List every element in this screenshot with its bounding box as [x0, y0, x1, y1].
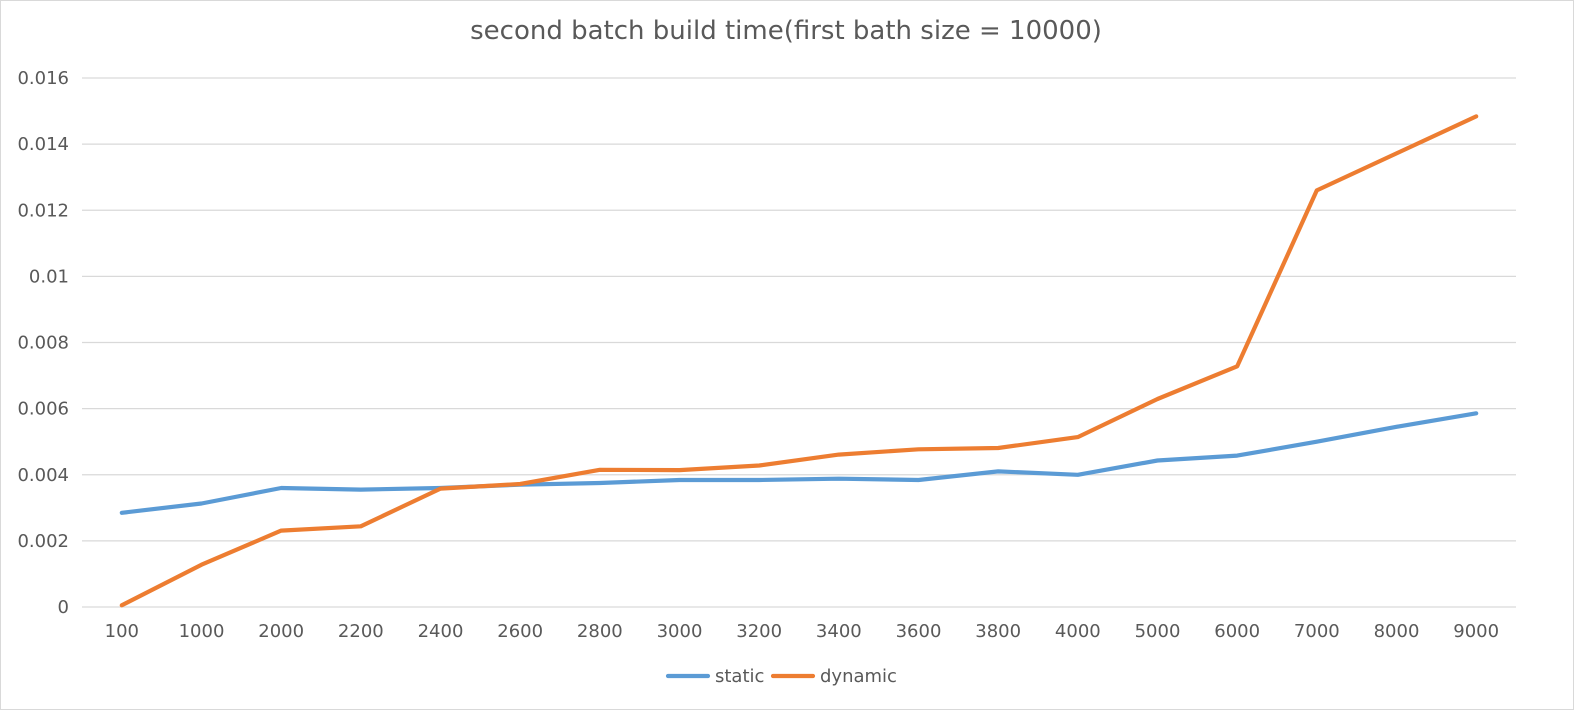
series-lines [119, 114, 1479, 608]
y-tick-label: 0.006 [17, 399, 69, 420]
x-tick-label: 4000 [1055, 621, 1101, 642]
x-tick-label: 2000 [258, 621, 304, 642]
x-tick-label: 3400 [816, 621, 862, 642]
chart-title: second batch build time(first bath size … [470, 16, 1102, 46]
x-tick-label: 5000 [1135, 621, 1181, 642]
y-tick-label: 0.004 [17, 465, 69, 486]
y-tick-label: 0.002 [17, 531, 69, 552]
x-tick-label: 8000 [1374, 621, 1420, 642]
y-tick-label: 0.012 [17, 200, 69, 221]
x-tick-label: 9000 [1453, 621, 1499, 642]
y-axis-ticks: 0 0.002 0.004 0.006 0.008 0.01 0.012 0.014 0.016 [17, 68, 69, 618]
x-axis-ticks: 100 1000 2000 2200 2400 2600 2800 3000 3200 3400 3… [105, 621, 1499, 642]
y-tick-label: 0.008 [17, 333, 69, 354]
legend-label-static: static [715, 666, 764, 687]
x-tick-label: 3200 [736, 621, 782, 642]
x-tick-label: 2400 [418, 621, 464, 642]
series-line-dynamic [119, 114, 1479, 608]
x-tick-label: 2200 [338, 621, 384, 642]
legend-label-dynamic: dynamic [820, 666, 897, 687]
x-tick-label: 3000 [657, 621, 703, 642]
x-tick-label: 3800 [975, 621, 1021, 642]
x-tick-label: 3600 [896, 621, 942, 642]
legend: static dynamic [665, 666, 897, 687]
y-tick-label: 0.016 [17, 68, 69, 89]
x-tick-label: 6000 [1214, 621, 1260, 642]
series-line-static [119, 411, 1479, 515]
y-tick-label: 0 [58, 597, 69, 618]
x-tick-label: 100 [105, 621, 139, 642]
x-tick-label: 7000 [1294, 621, 1340, 642]
x-tick-label: 2600 [497, 621, 543, 642]
x-tick-label: 1000 [179, 621, 225, 642]
y-tick-label: 0.01 [29, 266, 69, 287]
y-tick-label: 0.014 [17, 134, 69, 155]
x-tick-label: 2800 [577, 621, 623, 642]
